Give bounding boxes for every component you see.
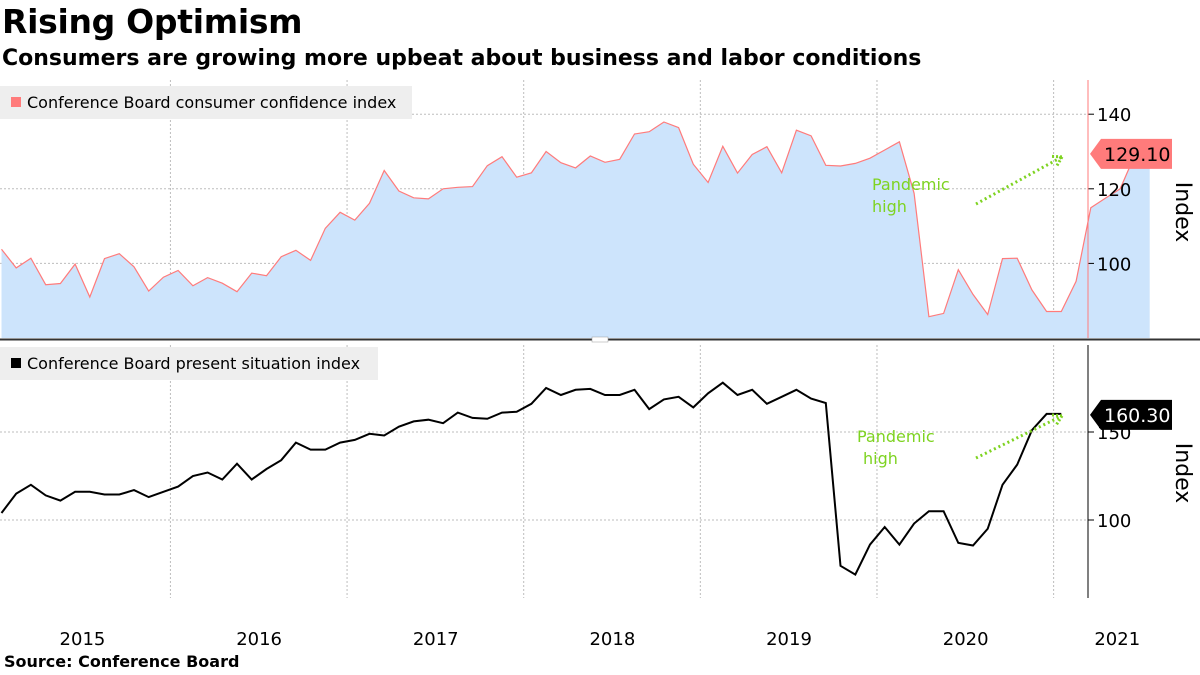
present-last-value-label: 160.30: [1104, 405, 1170, 427]
x-axis-year-label: 2019: [766, 629, 812, 650]
chart-subtitle: Consumers are growing more upbeat about …: [2, 46, 922, 71]
confidence-last-value-label: 129.10: [1104, 144, 1170, 166]
present-situation-panel: [0, 381, 1062, 577]
confidence-panel: [1, 121, 1150, 338]
present-legend-label: Conference Board present situation index: [27, 354, 360, 373]
confidence-tick-label: 100: [1097, 254, 1131, 275]
x-axis-year-label: 2015: [60, 629, 106, 650]
x-axis-year-label: 2021: [1094, 629, 1140, 650]
x-axis-year-label: 2016: [236, 629, 282, 650]
confidence-annotation-arrow-head: [1049, 154, 1063, 159]
present-annotation-line2: high: [863, 449, 898, 468]
x-axis-year-label: 2018: [589, 629, 635, 650]
confidence-tick-label: 140: [1097, 105, 1131, 126]
x-axis-year-label: 2017: [413, 629, 459, 650]
confidence-annotation-line1: Pandemic: [872, 175, 950, 194]
confidence-line: [1, 121, 1150, 318]
present-y-axis-title: Index: [1170, 443, 1195, 504]
present-last-value-marker: [1090, 399, 1172, 430]
present-tick-label: 100: [1097, 511, 1131, 532]
present-annotation-arrow-head: [1054, 415, 1064, 427]
panel-resize-handle: [591, 336, 609, 343]
present-line: [0, 381, 1062, 577]
present-annotation-arrow: [975, 414, 1063, 460]
confidence-y-axis-title: Index: [1170, 182, 1195, 243]
present-legend-swatch: [11, 358, 21, 368]
confidence-annotation-arrow-head: [1054, 156, 1064, 169]
present-annotation-line1: Pandemic: [857, 427, 935, 446]
confidence-area: [1, 122, 1150, 338]
present-legend: Conference Board present situation index: [0, 347, 378, 380]
confidence-annotation-arrow: [975, 155, 1063, 206]
confidence-legend-label: Conference Board consumer confidence ind…: [27, 93, 396, 112]
x-axis-year-label: 2020: [943, 629, 989, 650]
confidence-legend: Conference Board consumer confidence ind…: [0, 86, 412, 119]
confidence-tick-label: 120: [1097, 180, 1131, 201]
confidence-legend-swatch: [11, 97, 21, 107]
confidence-annotation-line2: high: [872, 197, 907, 216]
present-legend-bg: [0, 347, 378, 380]
present-annotation-arrow-head: [1049, 413, 1063, 418]
confidence-last-value-marker: [1090, 138, 1172, 169]
source-note: Source: Conference Board: [4, 652, 240, 671]
chart-title: Rising Optimism: [2, 2, 303, 41]
confidence-legend-bg: [0, 86, 412, 119]
